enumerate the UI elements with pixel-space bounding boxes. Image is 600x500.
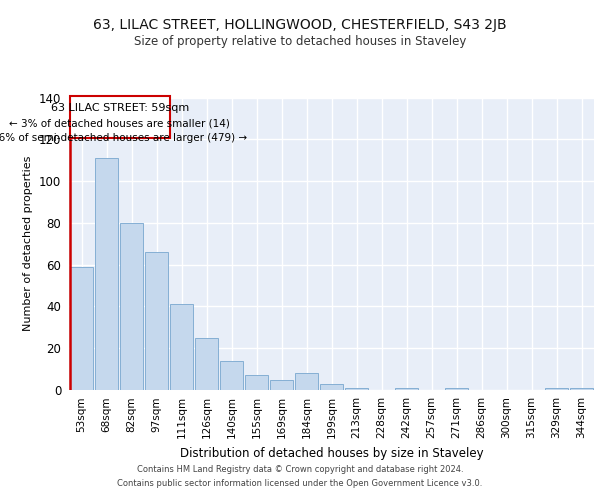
Text: ← 3% of detached houses are smaller (14): ← 3% of detached houses are smaller (14) xyxy=(10,118,230,128)
Bar xyxy=(70,96,170,138)
Bar xyxy=(70,266,93,390)
Bar xyxy=(170,304,193,390)
Bar xyxy=(545,388,568,390)
Bar xyxy=(220,361,243,390)
Bar xyxy=(195,338,218,390)
Bar xyxy=(445,388,468,390)
Bar xyxy=(345,388,368,390)
X-axis label: Distribution of detached houses by size in Staveley: Distribution of detached houses by size … xyxy=(179,446,484,460)
Bar xyxy=(145,252,168,390)
Bar xyxy=(245,376,268,390)
Bar xyxy=(95,158,118,390)
Text: Contains HM Land Registry data © Crown copyright and database right 2024.
Contai: Contains HM Land Registry data © Crown c… xyxy=(118,466,482,487)
Text: Size of property relative to detached houses in Staveley: Size of property relative to detached ho… xyxy=(134,35,466,48)
Y-axis label: Number of detached properties: Number of detached properties xyxy=(23,156,34,332)
Text: 63, LILAC STREET, HOLLINGWOOD, CHESTERFIELD, S43 2JB: 63, LILAC STREET, HOLLINGWOOD, CHESTERFI… xyxy=(93,18,507,32)
Bar xyxy=(570,388,593,390)
Text: 96% of semi-detached houses are larger (479) →: 96% of semi-detached houses are larger (… xyxy=(0,133,247,143)
Bar xyxy=(320,384,343,390)
Text: 63 LILAC STREET: 59sqm: 63 LILAC STREET: 59sqm xyxy=(51,102,189,113)
Bar xyxy=(295,374,318,390)
Bar xyxy=(120,223,143,390)
Bar xyxy=(270,380,293,390)
Bar xyxy=(395,388,418,390)
